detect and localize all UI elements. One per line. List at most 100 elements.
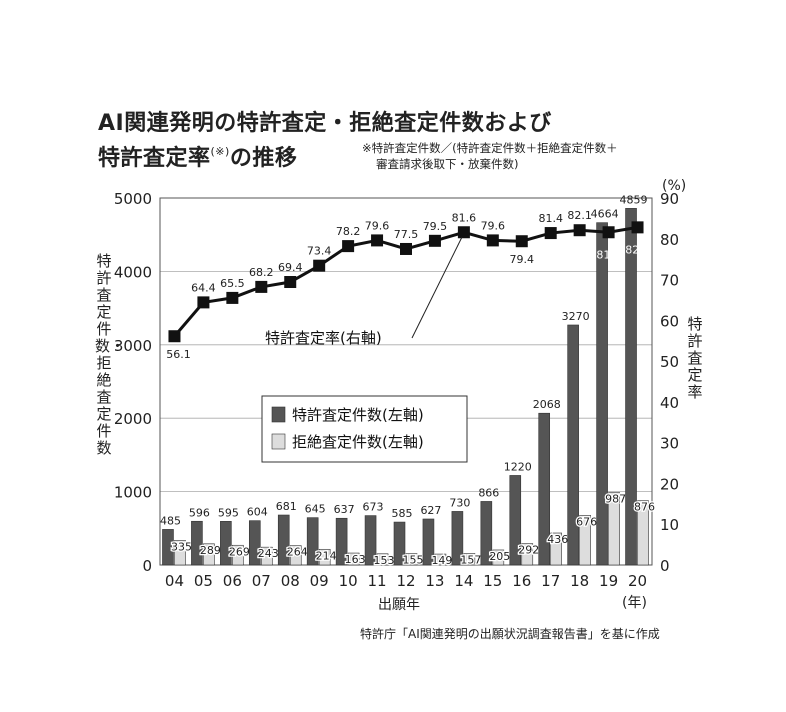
bar-rejected [608,492,620,566]
source-note: 特許庁「AI関連発明の出願状況調査報告書」を基に作成 [360,627,660,641]
data-label-granted: 681 [276,500,297,513]
chart-title-line2: 特許査定率(※)の推移 [98,140,297,172]
data-label-rate: 56.1 [166,348,191,361]
rate-marker [313,259,326,272]
rate-marker [573,224,586,237]
bar-granted [538,412,551,566]
rate-marker [428,234,441,247]
y-tick-left: 0 [142,557,152,575]
x-tick-label: 15 [483,572,502,590]
data-label-rate: 77.5 [394,228,419,241]
y-tick-right: 30 [660,435,679,453]
data-label-rejected: 289 [200,544,221,557]
bar-granted [480,501,493,566]
x-tick-label: 16 [512,572,531,590]
rate-marker [342,240,355,253]
bar-rejected [637,500,649,566]
rate-marker [255,280,268,293]
x-tick-label: 06 [223,572,242,590]
footnote: ※特許査定件数／(特許査定件数＋拒絶査定件数＋ 審査請求後取下・放棄件数) [362,140,618,172]
data-label-rejected: 153 [374,554,395,567]
rate-marker [371,234,384,247]
chart-title-line1: AI関連発明の特許査定・拒絶査定件数および [98,111,552,136]
rate-marker [197,296,210,309]
bar-rejected [347,552,360,566]
x-axis-label: 出願年 [378,597,420,613]
data-label-granted: 485 [160,514,181,527]
data-label-rejected: 214 [316,549,337,562]
data-label-rate: 69.4 [278,261,303,274]
data-label-granted: 637 [334,503,355,516]
bar-rejected [492,549,505,566]
data-label-rate: 78.2 [336,225,361,238]
bar-granted [248,520,261,566]
x-tick-label: 12 [396,572,415,590]
y-tick-right: 60 [660,312,679,330]
bar-granted [567,324,579,566]
data-label-granted: 4859 [620,193,648,206]
data-label-rejected: 676 [576,515,597,528]
bar-granted [625,208,637,566]
bar-rejected [434,553,447,566]
y-tick-left: 4000 [114,263,152,281]
y-tick-left: 3000 [114,337,152,355]
rate-marker [400,242,412,255]
rate-callout-leader [411,237,463,339]
data-label-rejected: 149 [431,554,452,567]
x-axis-unit: (年) [622,595,647,611]
y-tick-right: 10 [660,516,679,534]
y-tick-right: 20 [660,475,679,493]
legend-label-rejected: 拒絶査定件数(左軸) [292,433,424,451]
data-label-rejected: 163 [345,553,366,566]
data-label-rate: 81.6 [596,248,621,261]
x-tick-label: 13 [425,572,444,590]
data-label-rate: 64.4 [191,281,216,294]
data-label-rate: 82.1 [567,209,592,222]
data-label-rate: 79.6 [481,219,506,232]
title-note-mark: (※) [210,145,230,158]
x-tick-label: 18 [570,572,589,590]
bar-rejected [260,546,273,566]
data-label-granted: 595 [218,506,239,519]
bar-rejected [550,532,563,566]
data-label-rejected: 205 [489,550,510,563]
y-axis-right-unit: (%) [662,178,687,194]
footnote-line2: 審査請求後取下・放棄件数) [376,157,519,171]
x-tick-label: 09 [310,572,329,590]
bar-granted [306,517,319,566]
y-tick-right: 0 [660,557,670,575]
bar-granted [191,520,203,566]
bar-rejected [579,515,591,566]
bar-granted [277,514,290,566]
title-line2-text: 特許査定率 [98,146,211,171]
bar-rejected [289,545,302,566]
bar-rejected [521,543,534,566]
rate-marker [602,226,615,239]
bar-rejected [232,544,244,566]
bar-granted [335,517,348,566]
x-tick-label: 05 [194,572,213,590]
bar-rejected [203,543,215,566]
y-axis-right-label: 特許査定率 [687,315,703,401]
data-label-rate: 79.6 [365,219,390,232]
data-label-rate: 68.2 [249,266,274,279]
bar-granted [393,521,406,566]
rate-marker [457,226,470,239]
rate-marker [168,330,181,343]
y-tick-left: 1000 [114,484,152,502]
rate-marker [544,227,557,240]
x-tick-label: 14 [454,572,473,590]
x-tick-label: 04 [165,572,184,590]
legend-box [261,395,468,463]
x-tick-label: 19 [599,572,618,590]
bar-granted [220,521,232,566]
data-label-granted: 2068 [533,398,561,411]
y-tick-right: 90 [660,190,679,208]
y-tick-left: 5000 [114,190,152,208]
data-label-granted: 585 [392,507,413,520]
footnote-line1: ※特許査定件数／(特許査定件数＋拒絶査定件数＋ [362,141,618,155]
data-label-rejected: 987 [605,493,626,506]
bar-granted [596,222,608,566]
bar-granted [422,518,435,566]
data-label-rate: 73.4 [307,245,332,258]
